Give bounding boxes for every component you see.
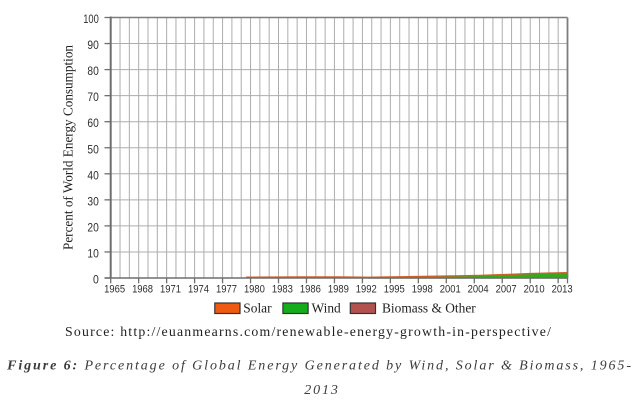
svg-text:1974: 1974 xyxy=(188,283,209,295)
svg-text:100: 100 xyxy=(83,12,99,26)
svg-text:1968: 1968 xyxy=(132,283,153,295)
svg-text:90: 90 xyxy=(87,38,99,52)
svg-text:2013: 2013 xyxy=(552,283,573,295)
svg-text:Solar: Solar xyxy=(243,300,272,315)
svg-text:1986: 1986 xyxy=(300,283,321,295)
svg-text:1971: 1971 xyxy=(160,283,181,295)
svg-text:2013: 2013 xyxy=(304,383,340,398)
svg-text:Figure 6: Percentage of Global: Figure 6: Percentage of Global Energy Ge… xyxy=(6,358,633,373)
svg-text:Wind: Wind xyxy=(312,300,342,315)
svg-text:1989: 1989 xyxy=(328,283,349,295)
svg-text:10: 10 xyxy=(87,246,99,260)
svg-text:1965: 1965 xyxy=(104,283,125,295)
svg-text:Source: http://euanmearns.com/: Source: http://euanmearns.com/renewable-… xyxy=(65,324,552,339)
svg-text:70: 70 xyxy=(87,90,99,104)
svg-text:0: 0 xyxy=(93,273,99,287)
svg-text:20: 20 xyxy=(87,220,99,234)
svg-text:1980: 1980 xyxy=(244,283,265,295)
svg-text:50: 50 xyxy=(87,142,99,156)
svg-text:2004: 2004 xyxy=(468,283,489,295)
svg-text:Percent of World Energy Consum: Percent of World Energy Consumption xyxy=(61,45,76,250)
svg-text:2007: 2007 xyxy=(496,283,517,295)
svg-text:1977: 1977 xyxy=(216,283,237,295)
svg-text:40: 40 xyxy=(87,168,99,182)
svg-text:60: 60 xyxy=(87,116,99,130)
svg-text:1992: 1992 xyxy=(356,283,377,295)
svg-text:1983: 1983 xyxy=(272,283,293,295)
svg-text:30: 30 xyxy=(87,194,99,208)
svg-text:80: 80 xyxy=(87,64,99,78)
svg-text:1998: 1998 xyxy=(412,283,433,295)
svg-text:2001: 2001 xyxy=(440,283,461,295)
svg-text:Biomass & Other: Biomass & Other xyxy=(382,300,476,315)
svg-text:2010: 2010 xyxy=(524,283,545,295)
svg-text:1995: 1995 xyxy=(384,283,405,295)
